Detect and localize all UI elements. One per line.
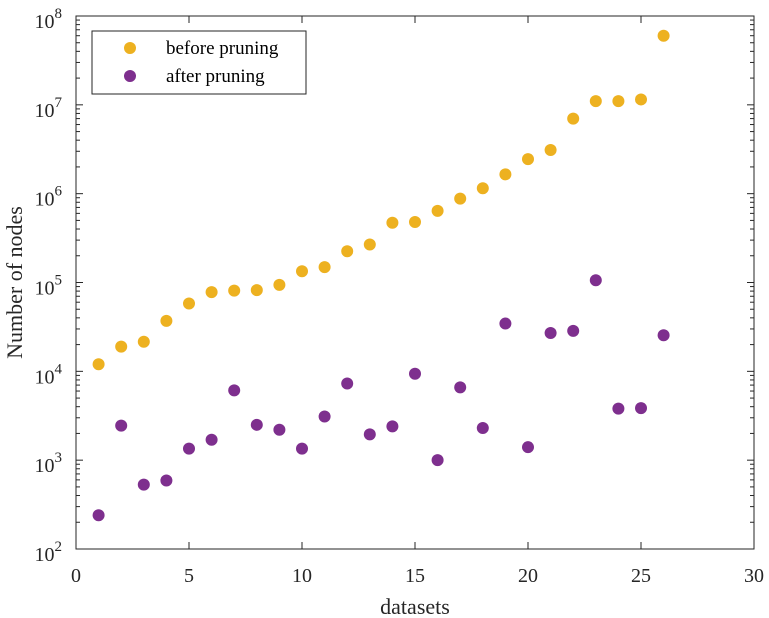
data-point	[318, 261, 331, 274]
data-point	[499, 168, 512, 181]
y-axis-title: Number of nodes	[2, 206, 27, 359]
data-point	[522, 153, 534, 166]
data-point	[137, 335, 150, 348]
data-point	[341, 377, 354, 390]
y-tick-label: 103	[35, 450, 63, 477]
data-point	[228, 384, 241, 397]
x-tick-label: 20	[518, 565, 538, 587]
data-point	[657, 329, 670, 342]
data-point	[183, 297, 195, 310]
x-tick-label: 30	[744, 565, 764, 587]
data-point	[522, 441, 534, 454]
data-point	[205, 286, 218, 299]
data-point	[589, 274, 602, 287]
x-axis-title: datasets	[380, 594, 450, 618]
data-point	[476, 422, 489, 435]
data-point	[544, 327, 557, 340]
data-point	[250, 418, 263, 431]
data-point	[567, 112, 580, 125]
series-1	[92, 29, 670, 371]
y-tick-label: 102	[35, 539, 63, 566]
data-point	[454, 381, 467, 394]
data-point	[544, 144, 557, 157]
x-tick-label: 25	[631, 565, 651, 587]
series-2	[92, 274, 670, 522]
data-point	[115, 340, 128, 353]
data-point	[386, 420, 399, 433]
x-tick-label: 0	[71, 565, 81, 587]
data-point	[476, 182, 489, 195]
data-point	[635, 93, 647, 106]
data-point	[409, 367, 421, 380]
data-point	[657, 29, 670, 42]
legend-marker	[124, 70, 136, 82]
legend-label: before pruning	[166, 38, 279, 59]
data-point	[160, 474, 173, 487]
x-tick-label: 15	[405, 565, 425, 587]
data-point	[273, 423, 286, 436]
data-point	[454, 192, 467, 205]
data-point	[363, 238, 376, 251]
y-tick-label: 108	[35, 6, 63, 33]
data-point	[296, 442, 308, 455]
data-point	[228, 284, 241, 297]
y-tick-label: 104	[35, 361, 63, 388]
y-tick-label: 106	[35, 184, 63, 211]
data-point	[137, 478, 150, 491]
data-point	[92, 358, 105, 371]
legend-marker	[124, 42, 136, 54]
data-point	[612, 95, 625, 108]
data-point	[409, 215, 421, 228]
data-point	[589, 95, 602, 108]
data-marks	[92, 29, 670, 522]
data-point	[160, 314, 173, 327]
plot-area	[76, 16, 754, 549]
y-tick-label: 107	[35, 95, 63, 122]
data-point	[635, 402, 647, 415]
data-point	[431, 204, 444, 217]
data-point	[273, 278, 286, 291]
data-point	[205, 433, 218, 446]
data-point	[386, 216, 399, 229]
data-point	[363, 428, 376, 441]
data-point	[499, 317, 512, 330]
data-point	[115, 419, 128, 432]
y-tick-label: 105	[35, 273, 63, 300]
data-point	[612, 402, 625, 415]
legend-box	[91, 30, 307, 95]
data-point	[318, 410, 331, 423]
x-tick-label: 10	[292, 565, 312, 587]
data-point	[250, 284, 263, 297]
axes: 0 5 10 15 20 25 30 102 103 104 105 106 107 108	[35, 6, 765, 587]
x-tick-label: 5	[184, 565, 194, 587]
data-point	[92, 509, 105, 522]
data-point	[567, 324, 580, 337]
data-point	[296, 265, 308, 278]
data-point	[431, 454, 444, 467]
data-point	[183, 442, 195, 455]
data-point	[341, 245, 354, 258]
legend-label: after pruning	[166, 66, 265, 87]
legend: before pruning after pruning	[91, 30, 307, 95]
